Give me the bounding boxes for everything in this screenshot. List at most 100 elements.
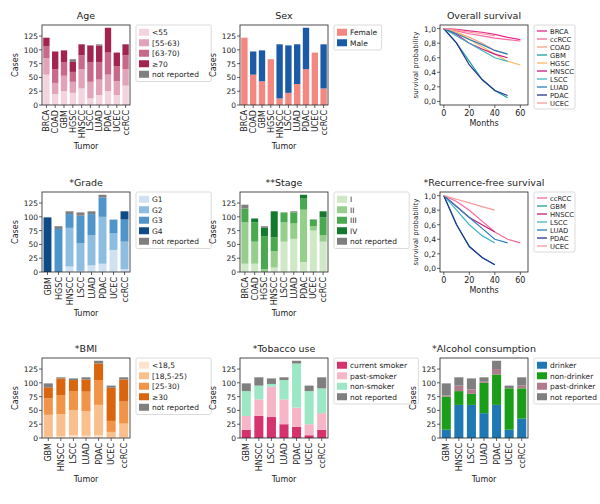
y-tick-label: 0,8 <box>424 206 436 215</box>
frame <box>42 192 130 272</box>
y-tick <box>237 36 240 37</box>
bar <box>99 217 107 264</box>
bar <box>454 405 463 438</box>
bar <box>52 51 58 69</box>
x-tick-label: COAD <box>51 110 60 133</box>
bar <box>517 377 526 385</box>
bar <box>492 405 501 438</box>
panel: SexBRCACOADGBMHGSCHNSCCLSCCLUADPDACUCECc… <box>209 10 382 151</box>
bar <box>254 416 263 438</box>
legend-label: I <box>350 195 352 204</box>
bar <box>305 435 314 438</box>
plot-area <box>44 361 128 438</box>
x-tick-label: ccRCC <box>121 277 130 303</box>
x-tick-label: 0 <box>441 276 446 285</box>
y-tick <box>39 49 42 50</box>
bar <box>276 44 282 98</box>
y-tick-label: 0,4 <box>424 235 436 244</box>
y-axis-label: survival probability <box>412 32 420 99</box>
x-axis-label: Tumor <box>271 142 297 151</box>
bar <box>44 217 52 272</box>
x-tick-label: LSCC <box>69 443 78 464</box>
x-tick <box>443 272 444 275</box>
x-tick-label: GBM <box>44 443 53 462</box>
bar <box>107 388 116 421</box>
y-tick-label: 100 <box>24 213 39 222</box>
survival-line <box>444 29 508 98</box>
x-tick-label: HNSCC <box>66 277 75 306</box>
x-tick <box>458 438 459 441</box>
y-tick <box>437 224 440 225</box>
bar <box>77 212 85 215</box>
y-tick <box>437 72 440 73</box>
bar <box>467 405 476 438</box>
legend-swatch <box>537 62 547 63</box>
y-tick-label: 50 <box>226 406 236 415</box>
x-tick <box>258 438 259 441</box>
x-tick <box>520 272 521 275</box>
x-tick <box>471 438 472 441</box>
y-tick-label: 125 <box>422 365 437 374</box>
y-tick <box>437 28 440 29</box>
bar <box>251 242 258 264</box>
bar <box>317 377 326 388</box>
x-tick <box>323 105 324 108</box>
y-tick <box>237 396 240 397</box>
plot-area <box>241 28 327 105</box>
bar <box>114 53 120 67</box>
bar <box>242 383 251 391</box>
x-axis-label: Tumor <box>471 475 497 484</box>
x-tick-label: PDAC <box>302 110 311 132</box>
frame <box>440 358 528 438</box>
bar <box>271 237 278 251</box>
bar <box>454 377 463 385</box>
bar <box>122 69 128 86</box>
bar <box>119 402 128 424</box>
bar <box>280 212 287 213</box>
x-tick <box>288 105 289 108</box>
x-tick-label: GBM <box>60 110 69 129</box>
bar <box>55 229 63 272</box>
x-tick <box>284 272 285 275</box>
x-axis-label: Tumor <box>73 142 99 151</box>
x-tick-label: LUAD <box>293 110 302 132</box>
x-tick <box>446 438 447 441</box>
bar <box>267 417 276 438</box>
plot-area <box>44 195 129 272</box>
x-tick-label: ccRCC <box>318 443 327 469</box>
y-tick <box>437 268 440 269</box>
y-axis-label: Cases <box>11 220 20 244</box>
legend-swatch <box>537 46 547 47</box>
y-tick-label: 75 <box>28 60 38 69</box>
y-tick-label: 0,8 <box>424 39 436 48</box>
x-tick-label: HGSC <box>260 277 269 300</box>
y-tick <box>237 203 240 204</box>
y-tick <box>237 369 240 370</box>
x-axis-label: Tumor <box>73 475 99 484</box>
bar <box>320 211 327 212</box>
bar <box>261 269 268 272</box>
x-tick <box>496 438 497 441</box>
bar <box>96 45 102 62</box>
x-tick-label: GBM <box>258 110 267 129</box>
legend-swatch <box>337 206 347 213</box>
survival-line <box>444 29 508 62</box>
x-tick-label: GBM <box>442 443 451 462</box>
y-tick-label: 0,4 <box>424 68 436 77</box>
panel: *Alcohol consumptionGBMHNSCCLSCCLUADPDAC… <box>409 343 600 484</box>
legend-swatch <box>139 383 149 390</box>
bar <box>44 383 53 387</box>
legend-label: BRCA <box>550 28 569 36</box>
legend-frame <box>136 358 211 415</box>
x-tick <box>108 105 109 108</box>
plot-area <box>442 361 526 438</box>
y-tick <box>39 369 42 370</box>
x-tick-label: UCEC <box>113 110 122 132</box>
legend-frame <box>534 358 600 404</box>
survival-line <box>444 29 508 96</box>
survival-line <box>444 196 508 243</box>
legend-swatch <box>139 196 149 203</box>
bar <box>94 435 103 438</box>
y-tick <box>437 101 440 102</box>
legend-label: PDAC <box>550 92 569 100</box>
